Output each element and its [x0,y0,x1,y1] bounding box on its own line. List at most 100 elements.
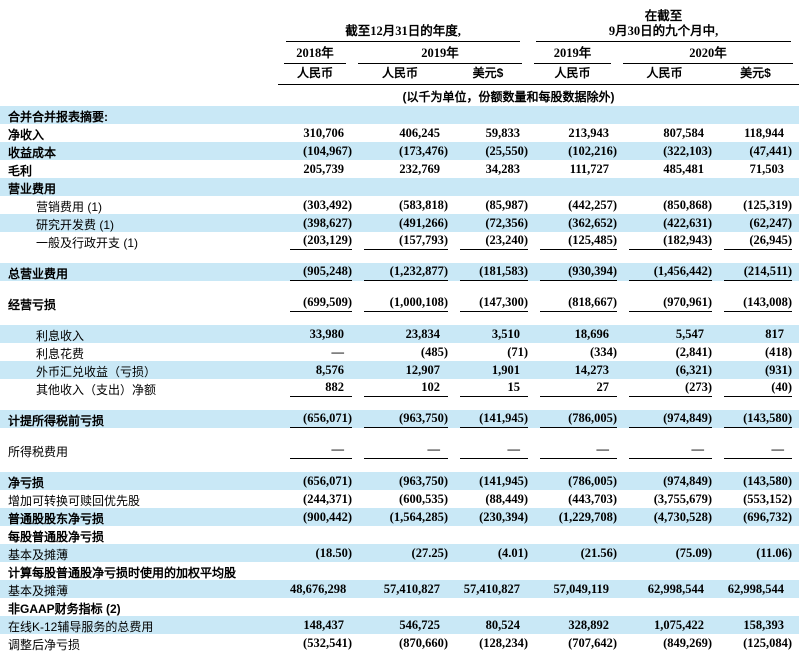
cell-value: (583,818) [399,198,448,212]
row-label: 合并合并报表摘要: [0,106,278,124]
cell-value: (930,394) [528,263,618,281]
cell-value: 71,503 [749,162,785,176]
cell-value [528,178,618,196]
table-row: 基本及摊薄 (18.50) (27.25) (4.01) (21.56) (75.09)(… [0,544,799,562]
table-row: 合并合并报表摘要: [0,106,799,124]
cell-value: 1,901 [448,361,529,379]
year-2019-annual: 2019年 [352,42,528,64]
period-group-line2: 截至12月31日的年度, [345,24,461,38]
period-group-row: 截至12月31日的年度, 在截至 9月30日的九个月中, [0,0,799,42]
cell-value: (4,730,528) [617,508,713,526]
unit-note: (以千为单位，份额数量和每股数据除外) [402,90,615,104]
row-label: 营销费用 (1) [36,200,103,214]
cell-value [528,562,617,580]
row-label: 每股普通股净亏损 [8,530,105,544]
cell-value [448,106,529,124]
cell-value: (656,071) [278,410,352,428]
cell-value: — [448,441,529,459]
row-label: 营业费用 [0,178,278,196]
cell-value: (699,509) [278,294,352,312]
cell-value: 15 [448,379,529,397]
cell-value: (600,535) [399,492,448,506]
spacer-cell [0,428,799,441]
cell-value: 882 [278,379,352,397]
cell-value: (21.56) [528,544,618,562]
row-label: 所得税费用 [8,445,69,459]
table-row: 外币汇兑收益（亏损） 8,576 12,907 1,901 14,273 (6,321)(… [0,361,799,379]
cell-value: (850,868) [663,198,713,212]
cell-value: (27.25) [352,544,448,562]
cell-value: (157,793) [352,232,448,250]
cell-value: (974,849) [617,410,713,428]
year-2018: 2018年 [278,42,352,64]
cell-value: (62,247) [712,214,799,232]
cell-value: (182,943) [617,232,713,250]
row-label: 计算每股普通股净亏损时使用的加权平均股 [8,566,237,580]
cell-value [528,598,617,616]
cell-value: 57,410,827 [352,580,448,598]
cell-value: 102 [352,379,448,397]
cell-value: 807,584 [663,126,705,140]
cell-value: (25,550) [448,142,529,160]
cell-value: (230,394) [448,508,529,526]
row-label: 基本及摊薄 [0,544,278,562]
unit-note-row: (以千为单位，份额数量和每股数据除外) [0,85,799,106]
cell-value: (18.50) [278,544,352,562]
row-label: 利息花费 [36,347,85,361]
cell-value: (398,627) [278,214,352,232]
cell-value [712,526,799,544]
cell-value: (2,841) [675,345,713,359]
table-row: 每股普通股净亏损 [0,526,799,544]
cell-value: (418) [764,345,793,359]
cell-value: (26,945) [712,232,799,250]
spacer-cell [0,459,799,472]
cell-value: (244,371) [303,492,352,506]
row-label: 净亏损 [0,472,278,490]
cell-value: (88,449) [485,492,529,506]
currency-header-row: 人民币 人民币 美元$ 人民币 人民币 美元$ [0,64,799,85]
cell-value: 59,833 [485,126,521,140]
cell-value [617,106,713,124]
cell-value: (143,580) [712,410,799,428]
cell-value [278,106,352,124]
cell-value: 118,944 [744,126,785,140]
spacer-cell [0,250,799,263]
spacer-row [0,459,799,472]
cell-value: (707,642) [568,636,618,650]
cell-value: 3,510 [448,325,529,343]
table-row: 其他收入（支出）净额 882 102 15 27 (273) (40) [0,379,799,397]
cell-value: 62,998,544 [617,580,713,598]
row-label: 毛利 [8,164,33,178]
table-row: 计提所得税前亏损 (656,071) (963,750) (141,945) (786,… [0,410,799,428]
cell-value [278,178,352,196]
cell-value: 57,410,827 [448,580,529,598]
header-spacer [0,0,278,42]
header-spacer [0,85,278,106]
cell-value: (696,732) [712,508,799,526]
cell-value: (786,005) [528,472,618,490]
header-spacer [0,64,278,85]
cell-value: (6,321) [617,361,713,379]
row-label: 增加可转换可赎回优先股 [8,494,141,508]
cell-value: (40) [712,379,799,397]
cell-value: (104,967) [278,142,352,160]
cell-value: 8,576 [278,361,352,379]
table-row: 非GAAP财务指标 (2) [0,598,799,616]
year-2020: 2020年 [617,42,799,64]
cell-value: 205,739 [303,162,344,176]
cell-value: — [331,345,345,359]
row-label: 一般及行政开支 (1) [36,236,139,250]
spacer-row [0,312,799,325]
table-row: 毛利 205,739 232,769 34,283 111,727 485,481 71,5… [0,160,799,178]
table-row: 一般及行政开支 (1) (203,129) (157,793) (23,240) (12… [0,232,799,250]
cell-value: 232,769 [399,162,440,176]
cell-value: (71) [507,345,529,359]
cell-value [448,598,528,616]
cell-value [352,178,448,196]
cell-value: (173,476) [352,142,448,160]
cell-value: 33,980 [278,325,352,343]
cell-value: 57,049,119 [528,580,618,598]
cell-value: 1,075,422 [617,616,713,634]
cell-value [617,562,712,580]
cell-value: (141,945) [448,472,529,490]
